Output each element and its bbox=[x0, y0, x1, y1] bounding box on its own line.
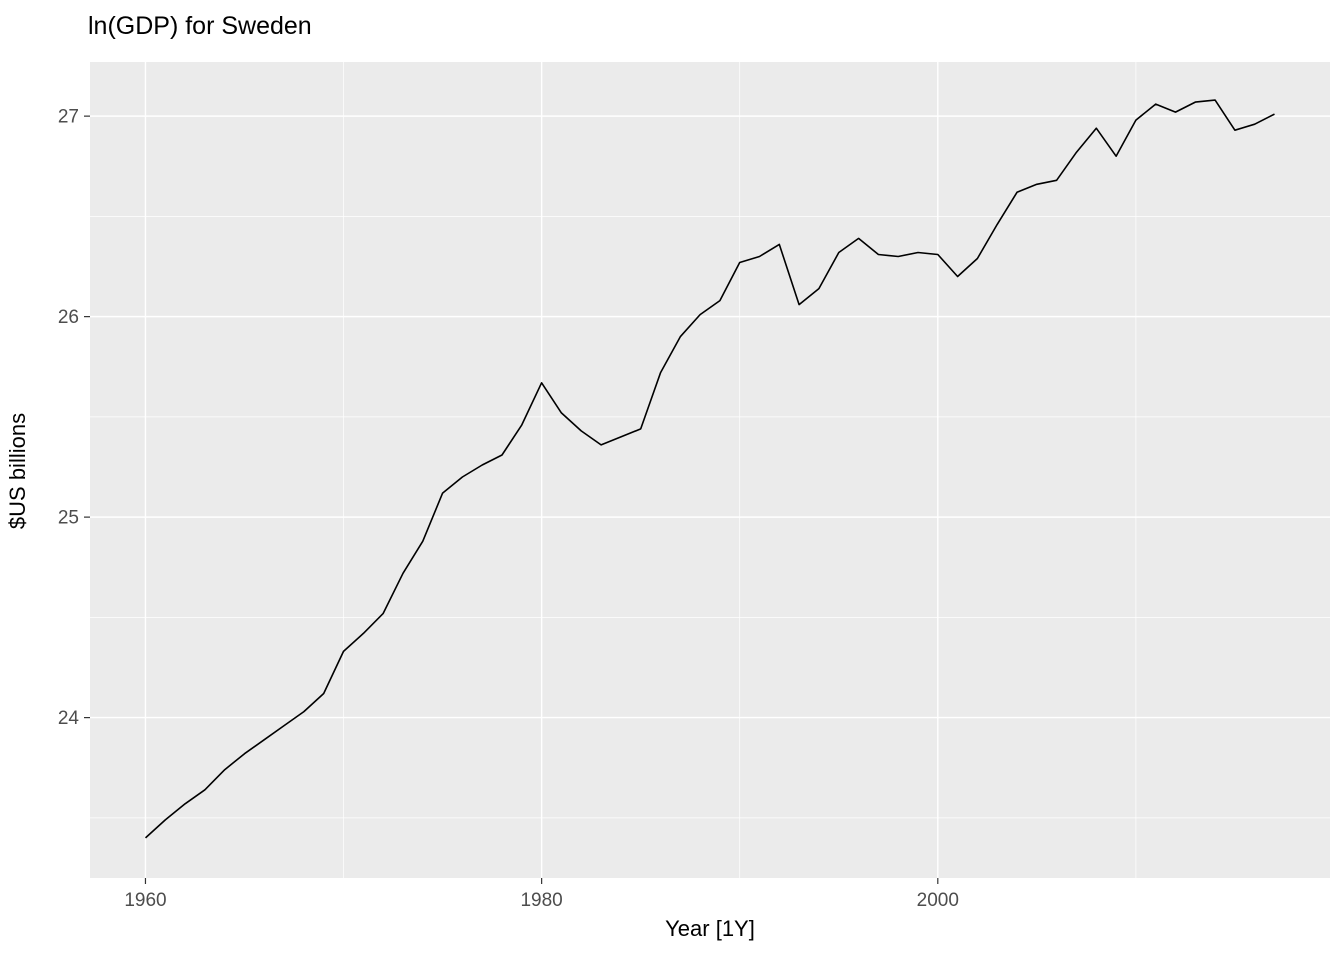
y-tick-labels: 24 25 26 27 bbox=[58, 107, 80, 729]
chart-title: ln(GDP) for Sweden bbox=[88, 12, 312, 40]
y-tick-label: 24 bbox=[58, 708, 80, 729]
y-tick-label: 25 bbox=[58, 508, 79, 529]
y-tick-label: 27 bbox=[58, 107, 79, 128]
y-tick-label: 26 bbox=[58, 307, 79, 328]
x-tick-label: 2000 bbox=[917, 890, 959, 911]
gdp-line-series bbox=[144, 99, 1275, 839]
minor-gridlines bbox=[90, 62, 1330, 878]
x-tick-labels: 1960 1980 2000 bbox=[124, 890, 959, 911]
x-axis-title: Year [1Y] bbox=[665, 916, 755, 941]
x-tick-label: 1960 bbox=[124, 890, 166, 911]
x-tick-label: 1980 bbox=[520, 890, 562, 911]
axis-tick-marks bbox=[84, 115, 939, 884]
panel-background bbox=[90, 62, 1330, 878]
major-gridlines bbox=[90, 62, 1330, 878]
y-axis-title: $US billions bbox=[5, 412, 30, 530]
